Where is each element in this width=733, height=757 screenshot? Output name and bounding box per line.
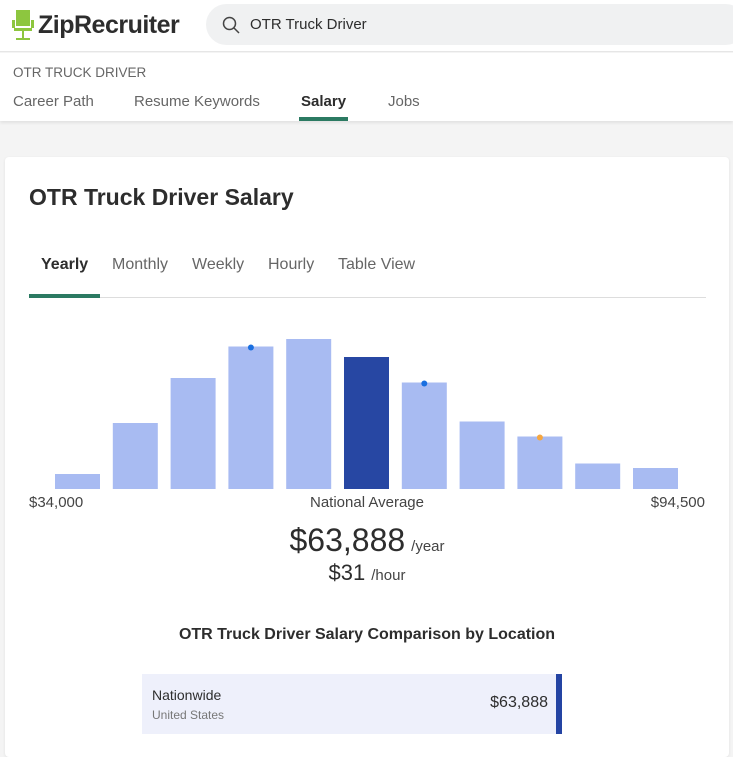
tab-divider: [29, 297, 706, 298]
histogram-bar-average[interactable]: [344, 357, 389, 489]
histogram-bar[interactable]: [633, 468, 678, 489]
tab-yearly[interactable]: Yearly: [41, 256, 89, 273]
active-tab-indicator: [299, 117, 348, 121]
salary-histogram: [55, 339, 678, 490]
tab-jobs[interactable]: Jobs: [388, 93, 420, 110]
bar-marker-dot: [536, 434, 543, 441]
national-average-label: National Average: [310, 494, 424, 511]
search-value: OTR Truck Driver: [250, 16, 367, 33]
histogram-bar[interactable]: [459, 421, 505, 490]
yearly-average: $63,888/year: [5, 522, 729, 559]
tab-resume-keywords[interactable]: Resume Keywords: [134, 93, 260, 110]
sub-navigation: OTR TRUCK DRIVER Career Path Resume Keyw…: [0, 53, 733, 121]
tab-hourly[interactable]: Hourly: [268, 256, 315, 273]
salary-bar: [556, 674, 562, 734]
comparison-row-nationwide[interactable]: Nationwide United States $63,888: [142, 674, 562, 734]
salary-card: OTR Truck Driver Salary Yearly Monthly W…: [5, 157, 729, 757]
location-name: Nationwide: [152, 687, 222, 703]
histogram-bar[interactable]: [55, 474, 100, 489]
histogram-bar[interactable]: [112, 423, 158, 489]
comparison-title: OTR Truck Driver Salary Comparison by Lo…: [178, 626, 556, 643]
histogram-bar[interactable]: [228, 346, 274, 490]
histogram-bar[interactable]: [517, 436, 563, 490]
ziprecruiter-logo[interactable]: ZipRecruiter: [12, 8, 180, 42]
active-period-indicator: [29, 294, 100, 298]
top-bar: ZipRecruiter OTR Truck Driver: [0, 0, 733, 52]
location-country: United States: [152, 708, 225, 722]
max-salary-label: $94,500: [650, 494, 705, 511]
bar-marker-dot: [247, 344, 254, 351]
histogram-bar[interactable]: [170, 378, 216, 489]
tab-career-path[interactable]: Career Path: [13, 93, 94, 110]
tab-monthly[interactable]: Monthly: [112, 256, 169, 273]
location-salary: $63,888: [490, 694, 548, 711]
brand-name: ZipRecruiter: [38, 10, 180, 39]
bar-marker-dot: [421, 380, 428, 387]
search-icon: [222, 16, 240, 34]
min-salary-label: $34,000: [29, 494, 84, 511]
hourly-average: $31/hour: [5, 560, 729, 586]
tab-table-view[interactable]: Table View: [338, 256, 416, 273]
tab-weekly[interactable]: Weekly: [192, 256, 245, 273]
hourly-value: $31: [328, 560, 366, 585]
histogram-bar[interactable]: [286, 339, 332, 489]
yearly-value: $63,888: [289, 522, 406, 558]
hourly-unit: /hour: [371, 567, 406, 584]
yearly-unit: /year: [411, 538, 445, 555]
breadcrumb: OTR TRUCK DRIVER: [13, 65, 147, 80]
chair-icon: [12, 10, 34, 40]
page-title: OTR Truck Driver Salary: [29, 184, 294, 210]
histogram-bar[interactable]: [575, 463, 621, 490]
histogram-bar[interactable]: [401, 382, 447, 490]
search-input[interactable]: OTR Truck Driver: [206, 4, 733, 45]
tab-salary[interactable]: Salary: [301, 93, 347, 110]
